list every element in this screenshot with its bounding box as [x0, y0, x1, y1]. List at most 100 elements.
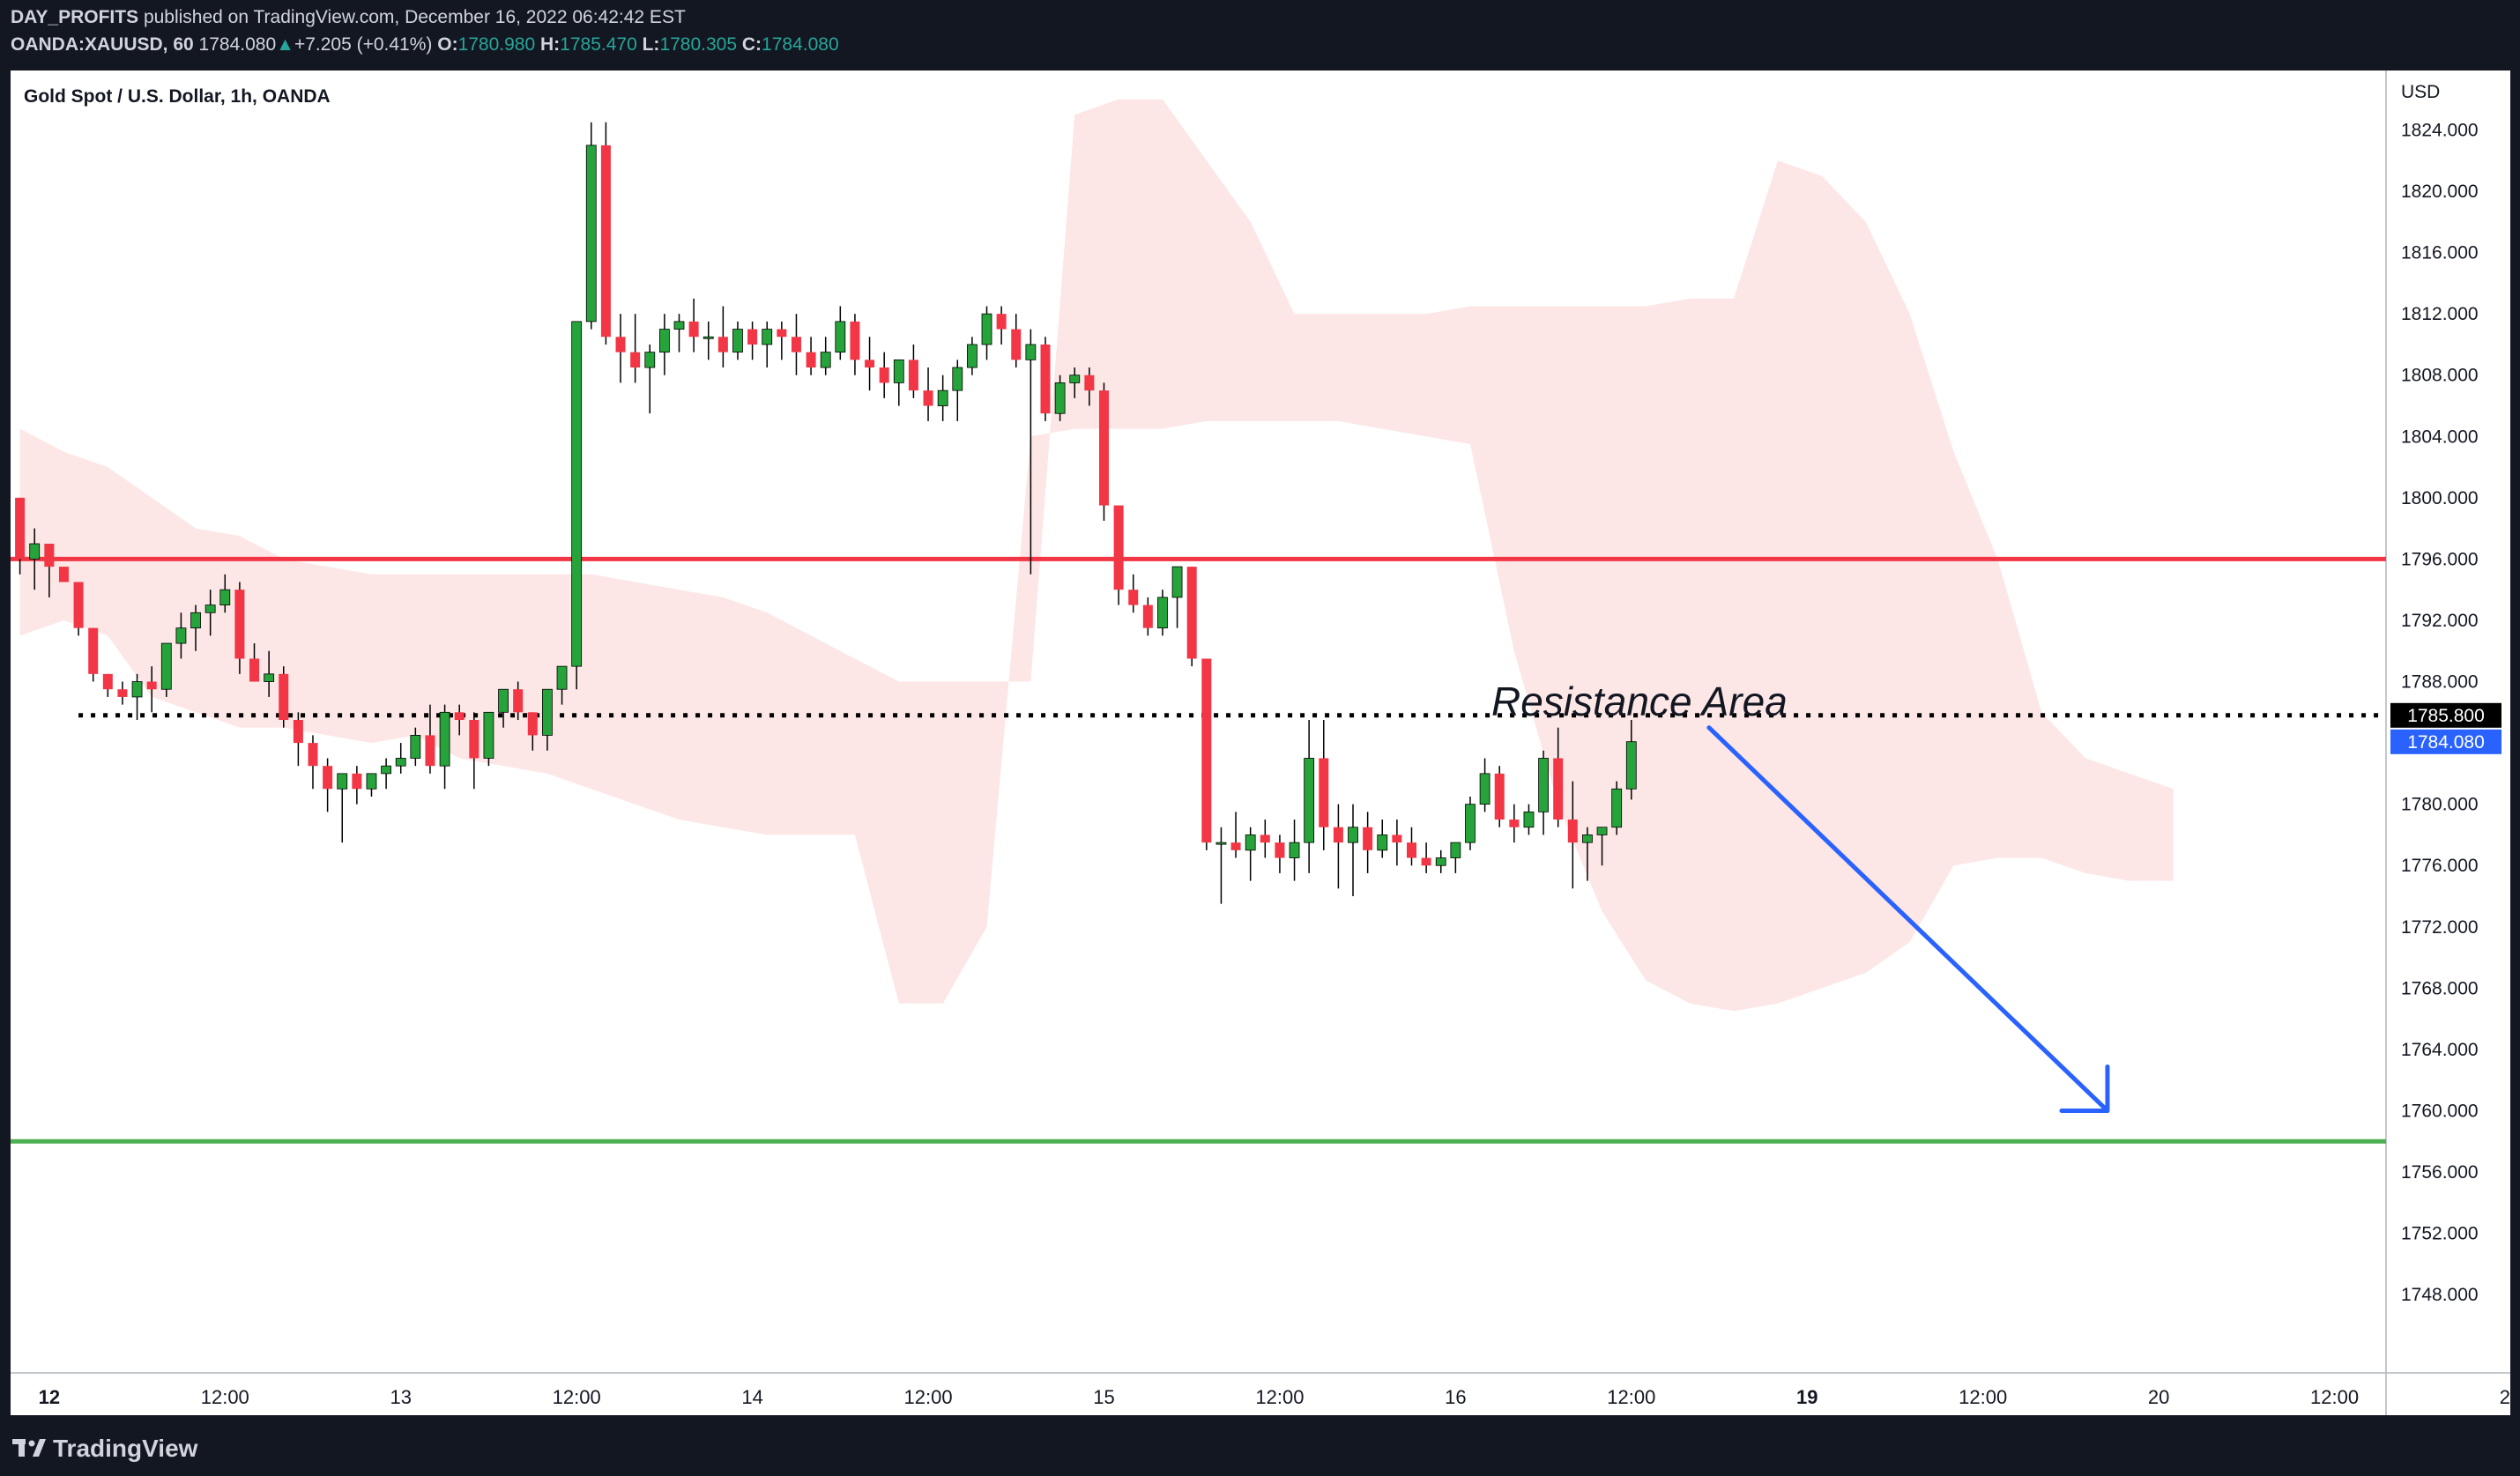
candle-body [219, 589, 231, 605]
close-value: 1784.080 [762, 34, 839, 55]
candle-body [850, 321, 860, 360]
candle-body [1230, 842, 1241, 850]
candle-body [454, 712, 465, 721]
candle-body [762, 329, 773, 345]
candle-body [556, 665, 568, 690]
candle-body [483, 711, 494, 759]
candle-body [747, 329, 758, 345]
candle-body [58, 567, 69, 582]
candle [865, 337, 875, 391]
low-value: 1780.305 [659, 34, 738, 55]
author-name[interactable]: DAY_PROFITS [11, 7, 139, 27]
candle [1098, 382, 1109, 521]
currency-label: USD [2401, 82, 2440, 102]
candle [483, 711, 494, 767]
candle [219, 574, 231, 613]
candle [1392, 820, 1402, 866]
up-triangle-icon: ▲ [276, 34, 294, 55]
candle [1465, 796, 1476, 850]
candle [717, 306, 728, 368]
candle-body [527, 712, 538, 736]
candle [204, 590, 216, 636]
tradingview-brand: TradingView [53, 1435, 198, 1462]
candle [146, 666, 157, 713]
time-tick-label: 19 [1796, 1386, 1818, 1408]
candle [1319, 720, 1329, 850]
candle [1435, 849, 1446, 873]
time-tick-label: 20 [2148, 1386, 2169, 1408]
candle [308, 735, 318, 790]
last-price: 1784.080 [198, 34, 277, 55]
candle-body [1538, 758, 1549, 812]
candle-body [658, 329, 670, 353]
candle [190, 604, 201, 651]
candle-body [264, 673, 275, 682]
candle [658, 314, 670, 375]
time-tick-label: 12:00 [1959, 1386, 2007, 1408]
candle-body [981, 313, 992, 345]
candle [806, 337, 816, 375]
time-tick-label: 15 [1093, 1386, 1114, 1408]
candle-body [1069, 375, 1081, 383]
candle-body [702, 336, 714, 339]
time-axis-panel[interactable] [11, 1373, 2510, 1415]
candle-body [1553, 758, 1564, 820]
candle [293, 712, 303, 767]
publication-header: DAY_PROFITS published on TradingView.com… [0, 0, 2520, 69]
candle [425, 704, 435, 774]
candle-body [308, 743, 318, 767]
candle-body [923, 390, 933, 406]
candle-body [513, 689, 524, 713]
candle [1245, 827, 1256, 881]
candle [117, 681, 128, 705]
candle-body [571, 321, 583, 667]
candle [1113, 505, 1124, 605]
candle-body [425, 735, 435, 767]
candle-body [1304, 758, 1315, 843]
candle-body [967, 344, 978, 368]
high-label: H: [540, 34, 561, 55]
time-tick-label: 13 [390, 1386, 411, 1408]
candle-body [1611, 788, 1623, 828]
candle-body [1465, 804, 1476, 843]
chart-title: Gold Spot / U.S. Dollar, 1h, OANDA [24, 86, 331, 107]
tradingview-logo[interactable]: TradingView [12, 1435, 197, 1463]
candle [249, 643, 260, 682]
candle [1084, 367, 1095, 406]
candle-body [1011, 329, 1022, 360]
candle-body [1186, 567, 1197, 659]
candle [1201, 658, 1212, 850]
candle [366, 773, 377, 797]
candle-body [1142, 604, 1153, 628]
candle-body [366, 773, 377, 790]
candle [73, 582, 84, 636]
candle [1069, 367, 1081, 398]
candle-body [1421, 857, 1431, 866]
candle-body [1333, 827, 1343, 843]
candle-body [102, 673, 113, 690]
candle [29, 528, 41, 590]
price-tick-label: 1760.000 [2401, 1101, 2479, 1121]
price-tick-label: 1756.000 [2401, 1162, 2479, 1183]
candle-body [996, 314, 1007, 330]
candle-body [234, 590, 245, 659]
candle-body [1450, 842, 1461, 858]
candle-body [542, 688, 553, 736]
candle-body [249, 658, 260, 682]
candle-body [1054, 382, 1066, 414]
candle-body [688, 321, 699, 337]
candle-body [673, 321, 685, 330]
price-tick-label: 1800.000 [2401, 488, 2479, 508]
candle [381, 758, 392, 790]
candle-body [175, 627, 187, 644]
candle [337, 773, 348, 843]
candle [352, 766, 362, 805]
candle-body [732, 329, 743, 353]
price-change: +7.205 (+0.41%) [294, 34, 433, 55]
price-chart[interactable]: Resistance Area Gold Spot / U.S. Dollar,… [0, 69, 2520, 1417]
candle-body [498, 688, 509, 713]
candle-body [337, 773, 348, 790]
candle [395, 743, 406, 774]
candle [513, 681, 524, 721]
candle-body [1348, 827, 1358, 843]
